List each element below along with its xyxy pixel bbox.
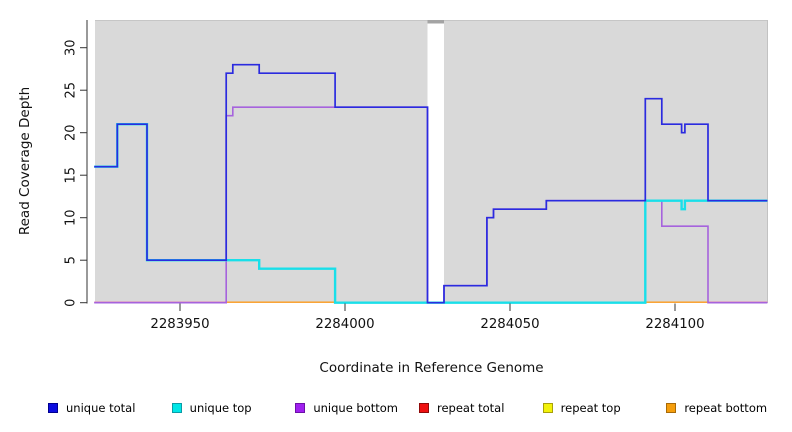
y-tick-label: 20	[64, 124, 79, 141]
x-tick-label: 2284050	[480, 317, 539, 332]
legend-label-unique-bottom: unique bottom	[313, 401, 399, 415]
y-tick-label: 10	[64, 209, 79, 226]
legend-swatch-unique-bottom-icon	[295, 403, 306, 413]
x-tick-label: 2283950	[150, 317, 209, 332]
legend-item-unique-total: unique total	[48, 401, 172, 415]
coverage-gap-cap	[427, 20, 444, 24]
legend-label-repeat-bottom: repeat bottom	[684, 401, 768, 415]
legend-item-unique-top: unique top	[171, 401, 296, 415]
x-axis-title: Coordinate in Reference Genome	[319, 360, 544, 376]
y-axis-title: Read Coverage Depth	[17, 86, 33, 236]
series-unique-total-line	[94, 63, 768, 304]
legend-swatch-repeat-total-icon	[418, 403, 429, 413]
y-tick-label: 15	[64, 167, 79, 184]
legend-item-repeat-bottom: repeat bottom	[666, 401, 790, 415]
legend-swatch-unique-total-icon	[48, 403, 58, 413]
y-tick-label: 5	[64, 256, 79, 264]
x-tick-label: 2284000	[315, 317, 374, 332]
legend-label-repeat-total: repeat total	[436, 401, 505, 415]
legend: unique total unique top unique bottom re…	[48, 399, 790, 417]
x-tick-label: 2284100	[645, 317, 704, 332]
legend-item-repeat-top: repeat top	[542, 401, 667, 415]
y-tick-label: 0	[64, 299, 79, 307]
y-tick-label: 30	[64, 39, 79, 56]
legend-label-unique-total: unique total	[66, 401, 136, 415]
legend-swatch-unique-top-icon	[171, 403, 182, 413]
legend-label-repeat-top: repeat top	[560, 401, 621, 415]
y-tick-label: 25	[64, 82, 79, 99]
legend-item-repeat-total: repeat total	[418, 401, 543, 415]
coverage-gap-band	[427, 20, 444, 303]
legend-swatch-repeat-bottom-icon	[666, 403, 677, 413]
legend-item-unique-bottom: unique bottom	[295, 401, 419, 415]
legend-swatch-repeat-top-icon	[542, 403, 553, 413]
legend-label-unique-top: unique top	[189, 401, 252, 415]
